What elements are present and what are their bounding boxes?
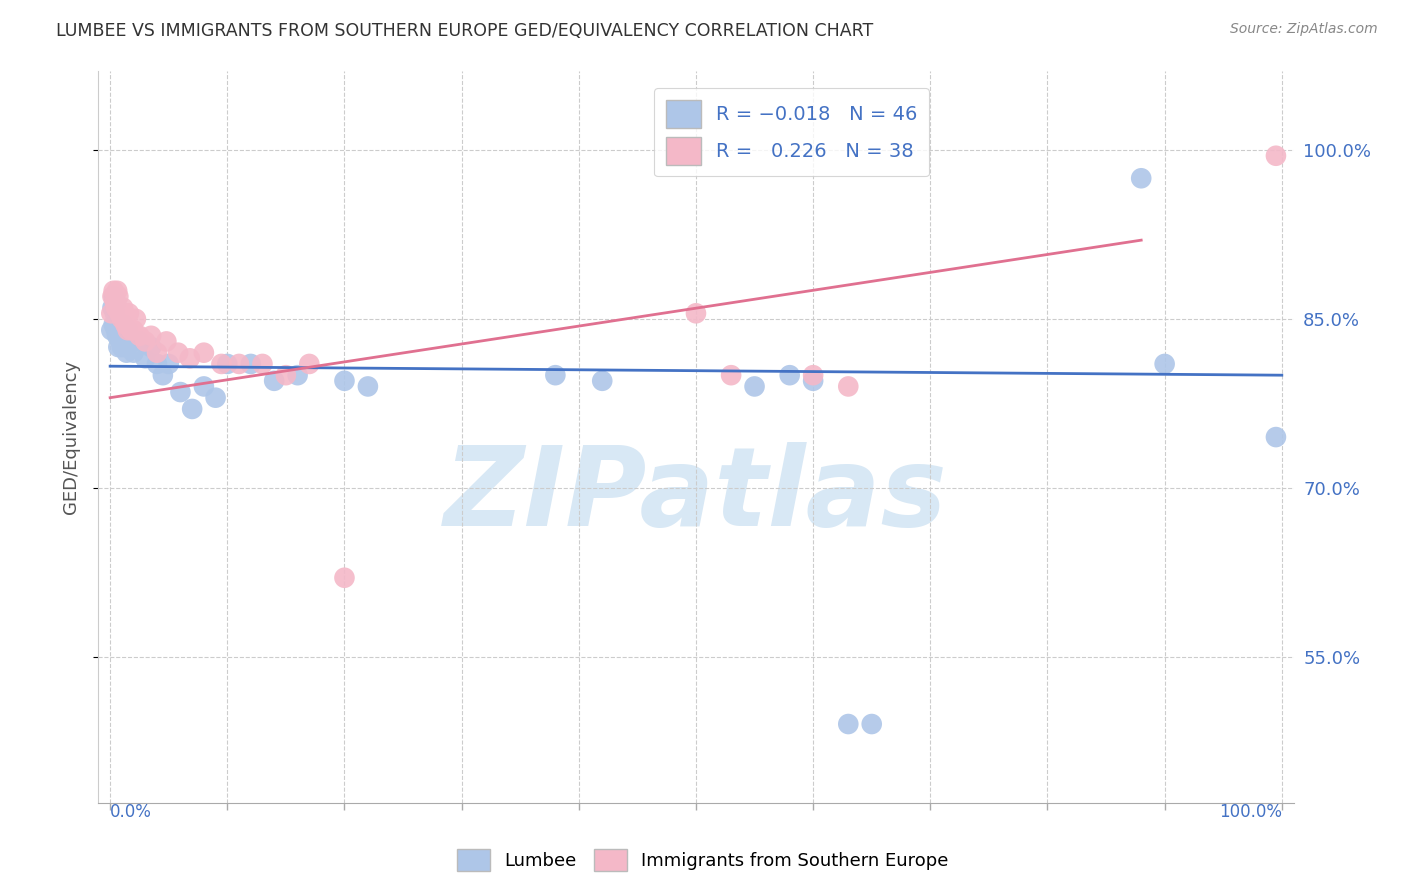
Point [685,306,707,320]
Point [181,401,204,416]
Point [157,357,180,371]
Point [114,340,136,354]
Point [141,340,163,354]
Point [110,306,132,320]
Point [103,284,125,298]
Point [105,328,128,343]
Point [357,379,380,393]
Point [1130,171,1153,186]
Point [134,334,156,349]
Point [152,368,174,383]
Point [105,323,128,337]
Point [122,345,145,359]
Legend: R = −0.018   N = 46, R =   0.226   N = 38: R = −0.018 N = 46, R = 0.226 N = 38 [654,88,929,177]
Point [217,357,239,371]
Point [103,318,125,332]
Point [100,306,122,320]
Text: ZIPatlas: ZIPatlas [444,442,948,549]
Point [837,379,859,393]
Y-axis label: GED/Equivalency: GED/Equivalency [62,360,80,514]
Point [801,368,824,383]
Point [193,379,215,393]
Point [167,345,190,359]
Point [104,295,127,310]
Point [720,368,742,383]
Text: 0.0%: 0.0% [110,803,152,821]
Point [860,717,883,731]
Point [120,323,142,337]
Point [274,368,297,383]
Point [155,334,177,349]
Point [837,717,859,731]
Point [118,328,141,343]
Point [239,357,262,371]
Point [134,351,156,366]
Legend: Lumbee, Immigrants from Southern Europe: Lumbee, Immigrants from Southern Europe [450,842,956,879]
Point [146,345,169,359]
Point [128,328,150,343]
Point [125,312,148,326]
Point [333,374,356,388]
Point [544,368,567,383]
Point [252,357,274,371]
Point [204,391,226,405]
Text: LUMBEE VS IMMIGRANTS FROM SOUTHERN EUROPE GED/EQUIVALENCY CORRELATION CHART: LUMBEE VS IMMIGRANTS FROM SOUTHERN EUROP… [56,22,873,40]
Point [146,357,169,371]
Point [120,334,142,349]
Text: Source: ZipAtlas.com: Source: ZipAtlas.com [1230,22,1378,37]
Point [112,301,135,315]
Point [193,345,215,359]
Point [107,340,129,354]
Point [287,368,309,383]
Point [591,374,613,388]
Point [117,323,139,337]
Point [263,374,285,388]
Point [105,284,128,298]
Point [100,323,122,337]
Point [108,323,131,337]
Point [101,289,124,303]
Point [101,301,124,315]
Point [112,306,135,320]
Point [111,340,134,354]
Point [111,312,134,326]
Point [333,571,356,585]
Point [128,334,150,349]
Point [114,318,136,332]
Point [1265,149,1288,163]
Point [112,323,135,337]
Point [122,323,145,337]
Point [744,379,766,393]
Point [298,357,321,371]
Point [1265,430,1288,444]
Text: 100.0%: 100.0% [1219,803,1282,821]
Point [105,295,128,310]
Point [169,385,191,400]
Point [112,318,135,332]
Point [1153,357,1175,371]
Point [228,357,250,371]
Point [115,345,138,359]
Point [117,323,139,337]
Point [103,289,125,303]
Point [105,301,128,315]
Point [107,289,129,303]
Point [779,368,801,383]
Point [179,351,201,366]
Point [801,374,824,388]
Point [118,306,141,320]
Point [110,334,132,349]
Point [211,357,233,371]
Point [108,306,131,320]
Point [141,328,163,343]
Point [104,306,127,320]
